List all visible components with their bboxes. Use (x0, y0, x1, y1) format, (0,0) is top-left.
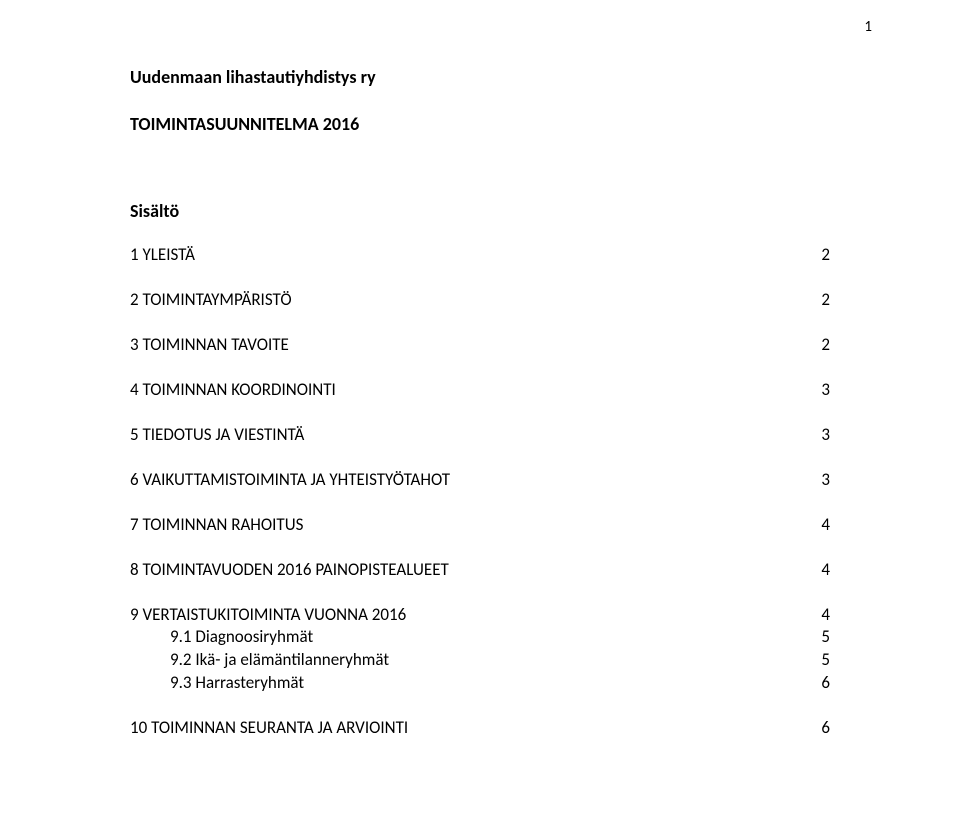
toc-page: 2 (810, 289, 830, 312)
table-of-contents: 1 YLEISTÄ 2 2 TOIMINTAYMPÄRISTÖ 2 3 TOIM… (130, 244, 830, 740)
toc-page: 2 (810, 334, 830, 357)
toc-page: 5 (810, 649, 830, 672)
org-name: Uudenmaan lihastautiyhdistys ry (130, 64, 830, 91)
toc-label: 2 TOIMINTAYMPÄRISTÖ (130, 289, 292, 312)
toc-item: 3 TOIMINNAN TAVOITE 2 (130, 334, 830, 357)
toc-label: 4 TOIMINNAN KOORDINOINTI (130, 379, 336, 402)
toc-page: 3 (810, 379, 830, 402)
document-title: TOIMINTASUUNNITELMA 2016 (130, 111, 830, 138)
toc-heading: Sisältö (130, 200, 830, 222)
toc-item: 2 TOIMINTAYMPÄRISTÖ 2 (130, 289, 830, 312)
toc-label: 6 VAIKUTTAMISTOIMINTA JA YHTEISTYÖTAHOT (130, 469, 450, 492)
toc-item: 5 TIEDOTUS JA VIESTINTÄ 3 (130, 424, 830, 447)
toc-subitem: 9.2 Ikä- ja elämäntilanneryhmät 5 (130, 649, 830, 672)
toc-label: 9.3 Harrasteryhmät (130, 672, 304, 695)
toc-label: 9.2 Ikä- ja elämäntilanneryhmät (130, 649, 389, 672)
toc-label: 9 VERTAISTUKITOIMINTA VUONNA 2016 (130, 604, 406, 627)
toc-item: 10 TOIMINNAN SEURANTA JA ARVIOINTI 6 (130, 717, 830, 740)
toc-label: 7 TOIMINNAN RAHOITUS (130, 514, 303, 537)
toc-subitem: 9.1 Diagnoosiryhmät 5 (130, 626, 830, 649)
toc-page: 4 (810, 514, 830, 537)
toc-label: 8 TOIMINTAVUODEN 2016 PAINOPISTEALUEET (130, 559, 449, 582)
title-block: Uudenmaan lihastautiyhdistys ry TOIMINTA… (130, 64, 830, 138)
toc-label: 9.1 Diagnoosiryhmät (130, 626, 313, 649)
toc-label: 5 TIEDOTUS JA VIESTINTÄ (130, 424, 304, 447)
toc-subitem: 9.3 Harrasteryhmät 6 (130, 672, 830, 695)
toc-page: 6 (810, 672, 830, 695)
toc-page: 4 (810, 604, 830, 627)
toc-label: 10 TOIMINNAN SEURANTA JA ARVIOINTI (130, 717, 408, 740)
toc-label: 3 TOIMINNAN TAVOITE (130, 334, 289, 357)
toc-page: 5 (810, 626, 830, 649)
toc-item: 1 YLEISTÄ 2 (130, 244, 830, 267)
toc-item: 8 TOIMINTAVUODEN 2016 PAINOPISTEALUEET 4 (130, 559, 830, 582)
toc-page: 3 (810, 469, 830, 492)
toc-item: 9 VERTAISTUKITOIMINTA VUONNA 2016 4 (130, 604, 830, 627)
toc-item: 6 VAIKUTTAMISTOIMINTA JA YHTEISTYÖTAHOT … (130, 469, 830, 492)
page-number: 1 (864, 18, 872, 36)
toc-page: 4 (810, 559, 830, 582)
toc-item: 7 TOIMINNAN RAHOITUS 4 (130, 514, 830, 537)
toc-label: 1 YLEISTÄ (130, 244, 195, 267)
toc-page: 6 (810, 717, 830, 740)
toc-item: 4 TOIMINNAN KOORDINOINTI 3 (130, 379, 830, 402)
document-page: 1 Uudenmaan lihastautiyhdistys ry TOIMIN… (0, 0, 960, 834)
toc-page: 3 (810, 424, 830, 447)
toc-page: 2 (810, 244, 830, 267)
